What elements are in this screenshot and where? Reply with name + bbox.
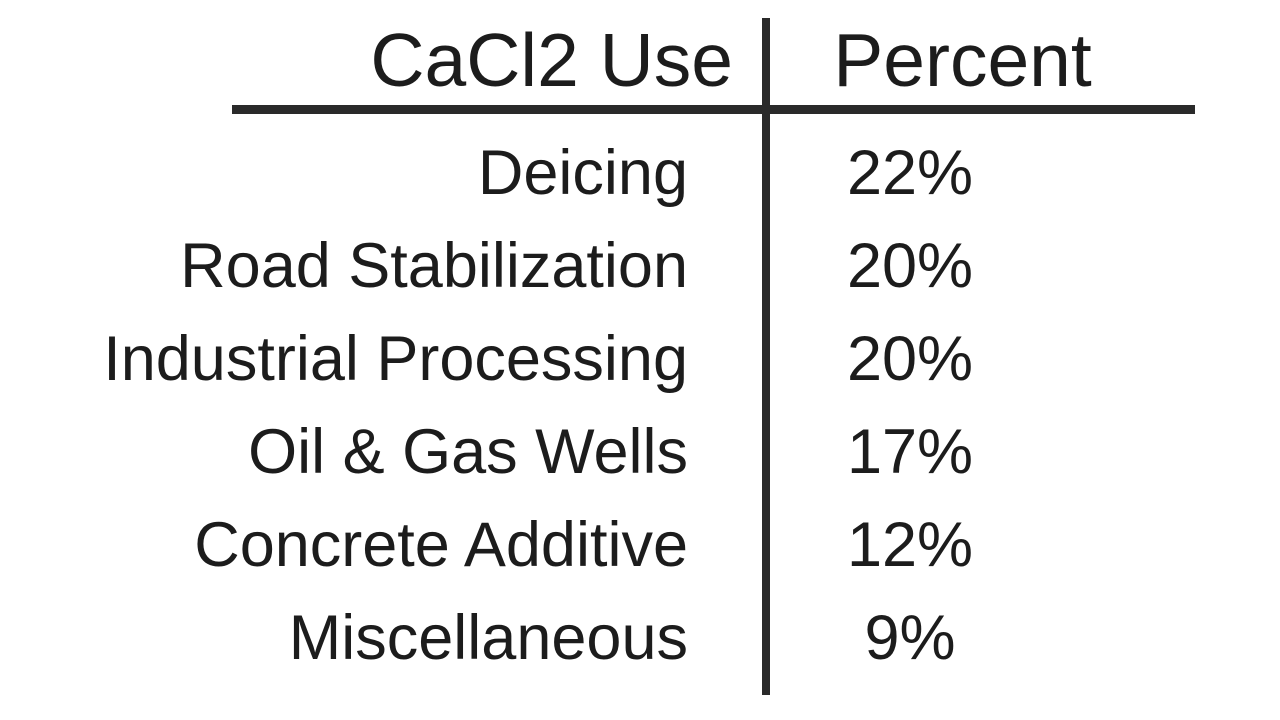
percent-cell: 22% — [846, 138, 974, 208]
table-body: Deicing 22% Road Stabilization 20% Indus… — [0, 127, 1280, 685]
use-cell: Industrial Processing — [103, 324, 688, 394]
column-header-percent: Percent — [833, 17, 1092, 102]
table-row: Oil & Gas Wells 17% — [0, 406, 1280, 499]
percent-cell: 9% — [864, 603, 956, 673]
percent-cell: 12% — [846, 510, 974, 580]
percent-cell: 17% — [846, 417, 974, 487]
table-row: Deicing 22% — [0, 127, 1280, 220]
table-row: Road Stabilization 20% — [0, 220, 1280, 313]
table-row: Miscellaneous 9% — [0, 592, 1280, 685]
use-cell: Concrete Additive — [194, 510, 688, 580]
use-cell: Oil & Gas Wells — [248, 417, 688, 487]
use-cell: Miscellaneous — [288, 603, 688, 673]
table-row: Concrete Additive 12% — [0, 499, 1280, 592]
percent-cell: 20% — [846, 324, 974, 394]
header-rule-line — [232, 105, 1195, 114]
column-header-use: CaCl2 Use — [370, 17, 733, 102]
table-row: Industrial Processing 20% — [0, 313, 1280, 406]
percent-cell: 20% — [846, 231, 974, 301]
use-cell: Road Stabilization — [180, 231, 688, 301]
use-cell: Deicing — [477, 138, 688, 208]
table-header-row: CaCl2 Use Percent — [0, 20, 1280, 100]
column-divider-line — [762, 18, 770, 695]
